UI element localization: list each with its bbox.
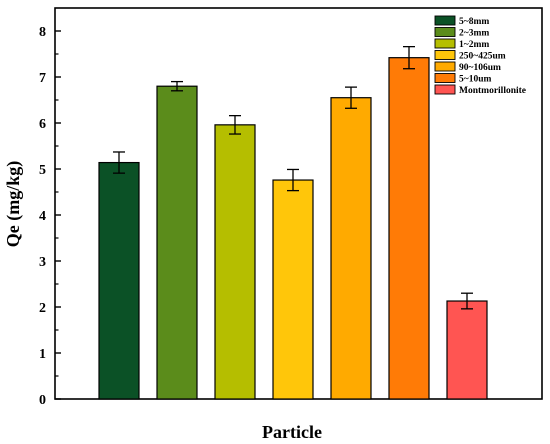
y-tick-label: 2 <box>39 301 46 316</box>
legend-swatch-1 <box>434 15 456 26</box>
legend-swatch-2 <box>434 27 456 37</box>
y-tick-label: 6 <box>39 117 46 132</box>
legend-label-3: 1~2mm <box>459 40 489 50</box>
y-tick-label: 4 <box>39 209 46 224</box>
y-axis-ticks: 0 1 2 3 4 5 6 7 8 <box>39 25 61 408</box>
x-axis-title: Particle <box>262 422 322 442</box>
bar-2 <box>156 85 198 400</box>
bar-6 <box>388 57 430 400</box>
y-tick-label: 7 <box>39 71 46 86</box>
bar-4 <box>272 179 314 400</box>
legend-swatch-5 <box>434 61 456 72</box>
y-tick-label: 3 <box>39 255 46 270</box>
legend-label-7: Montmorillonite <box>459 86 526 96</box>
legend-swatch-6 <box>434 73 456 83</box>
legend-label-6: 5~10um <box>459 75 491 85</box>
bar-5 <box>330 97 372 400</box>
y-tick-label: 1 <box>39 347 46 362</box>
legend-label-5: 90~106um <box>459 63 501 73</box>
legend-swatch-7 <box>434 84 456 95</box>
y-tick-label: 0 <box>39 393 46 408</box>
y-tick-label: 8 <box>39 25 46 40</box>
legend-swatch-3 <box>434 38 456 49</box>
bar-3 <box>214 124 256 400</box>
bars <box>98 57 488 400</box>
y-tick-label: 5 <box>39 163 46 178</box>
legend-label-1: 5~8mm <box>459 17 489 27</box>
y-axis-title: Qe (mg/kg) <box>3 161 24 247</box>
legend-swatch-4 <box>434 50 456 60</box>
bar-1 <box>98 161 140 400</box>
error-bars <box>113 45 473 310</box>
legend-label-4: 250~425um <box>459 52 506 62</box>
legend-label-2: 2~3mm <box>459 29 489 39</box>
bar-7 <box>446 300 488 400</box>
